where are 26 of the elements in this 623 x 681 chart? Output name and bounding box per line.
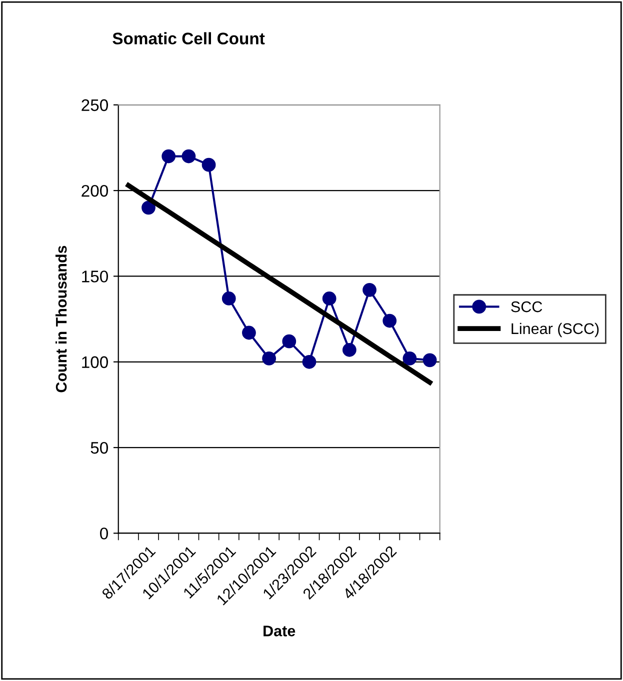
- y-tick-label: 250: [82, 99, 108, 112]
- y-tick-label: 0: [100, 528, 108, 540]
- y-tick-label: 50: [90, 442, 108, 454]
- point: [242, 326, 256, 340]
- legend-label: Linear (SCC): [512, 322, 599, 338]
- x-axis-title: Date: [264, 626, 296, 636]
- point: [362, 282, 376, 297]
- point: [402, 352, 417, 366]
- point: [382, 314, 397, 328]
- chart-title: Somatic Cell Count: [112, 32, 265, 44]
- point: [322, 292, 336, 306]
- point: [222, 292, 236, 306]
- y-tick-label: 200: [82, 184, 108, 197]
- legend-label: SCC: [511, 301, 542, 312]
- y-tick-label: 100: [82, 356, 108, 368]
- y-tick-label: 150: [82, 270, 108, 282]
- point: [342, 342, 356, 357]
- point: [182, 149, 196, 164]
- point: [162, 149, 176, 164]
- point: [282, 334, 296, 348]
- point: [142, 200, 156, 215]
- point: [302, 354, 316, 369]
- point: [202, 158, 216, 172]
- y-axis-title: Count in Thousands: [55, 246, 67, 392]
- point: [422, 353, 437, 368]
- point: [262, 352, 276, 366]
